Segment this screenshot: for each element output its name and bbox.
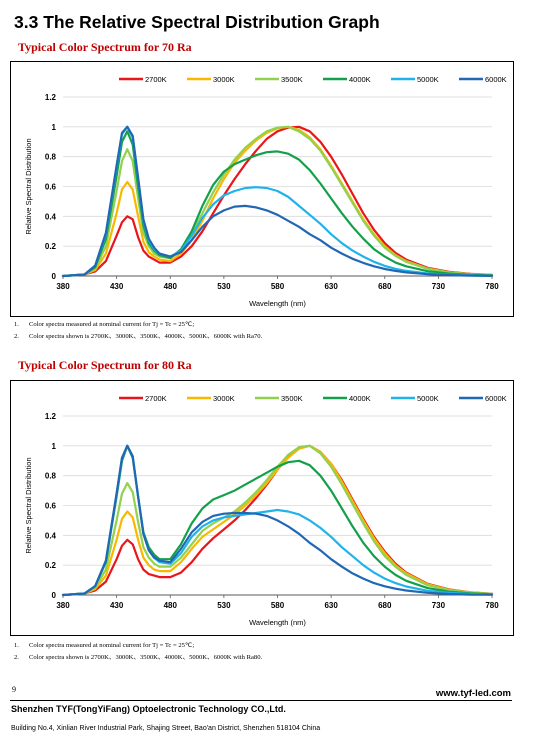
y-tick-label: 0.8: [45, 472, 57, 481]
x-tick-label: 680: [378, 601, 392, 610]
y-axis-title: Relative Spectral Distribution: [24, 457, 33, 553]
x-tick-label: 730: [432, 601, 446, 610]
note-number: 1.: [14, 642, 19, 649]
x-tick-label: 780: [485, 601, 499, 610]
x-tick-label: 630: [324, 601, 338, 610]
x-axis-title: Wavelength (nm): [249, 618, 306, 627]
note-number: 2.: [14, 333, 19, 340]
series-line-3500K: [61, 444, 494, 597]
chart-subtitle-ra70: Typical Color Spectrum for 70 Ra: [18, 40, 192, 54]
series-line-2700K: [61, 125, 494, 278]
legend-label: 2700K: [145, 394, 167, 403]
note-text: Color spectra shown is 2700K、3000K、3500K…: [29, 654, 263, 661]
note-text: Color spectra measured at nominal curren…: [29, 321, 195, 328]
y-tick-label: 0: [52, 272, 57, 281]
section-title: 3.3 The Relative Spectral Distribution G…: [14, 12, 380, 32]
x-tick-label: 630: [324, 282, 338, 291]
x-tick-label: 580: [271, 601, 285, 610]
legend-label: 4000K: [349, 394, 371, 403]
note-number: 1.: [14, 321, 19, 328]
x-tick-label: 530: [217, 601, 231, 610]
x-tick-label: 530: [217, 282, 231, 291]
legend-label: 5000K: [417, 394, 439, 403]
y-tick-label: 0.6: [45, 502, 57, 511]
x-tick-label: 730: [432, 282, 446, 291]
y-tick-label: 1.2: [45, 93, 57, 102]
note-text: Color spectra shown is 2700K、3000K、3500K…: [29, 333, 263, 340]
series-line-3000K: [61, 444, 494, 597]
y-tick-label: 0.8: [45, 153, 57, 162]
y-axis-title: Relative Spectral Distribution: [24, 138, 33, 234]
chart-notes-ra80: 1. Color spectra measured at nominal curr…: [14, 640, 262, 664]
x-tick-label: 430: [110, 282, 124, 291]
legend-label: 3500K: [281, 75, 303, 84]
y-tick-label: 0: [52, 591, 57, 600]
y-tick-label: 0.2: [45, 242, 57, 251]
y-tick-label: 1.2: [45, 412, 57, 421]
legend-label: 3000K: [213, 394, 235, 403]
x-axis-title: Wavelength (nm): [249, 299, 306, 308]
chart-frame-ra70: 0 0.2 0.4 0.6 0.8 1 1.2 380 430 480 530 580 630 680 73…: [10, 61, 514, 317]
y-tick-label: 0.4: [45, 531, 57, 540]
page-number: 9: [12, 685, 16, 694]
x-tick-label: 580: [271, 282, 285, 291]
x-tick-label: 380: [56, 601, 70, 610]
series-line-6000K: [61, 125, 494, 278]
legend-label: 4000K: [349, 75, 371, 84]
company-address: Building No.4, Xinlian River Industrial …: [11, 725, 321, 732]
x-tick-label: 430: [110, 601, 124, 610]
legend-label: 6000K: [485, 394, 507, 403]
footer-divider: [10, 700, 512, 702]
chart-subtitle-ra80: Typical Color Spectrum for 80 Ra: [18, 358, 192, 372]
y-tick-label: 0.4: [45, 212, 57, 221]
series-line-3500K: [61, 125, 494, 278]
x-tick-label: 480: [164, 282, 178, 291]
y-tick-label: 0.6: [45, 183, 57, 192]
note-number: 2.: [14, 654, 19, 661]
legend-label: 6000K: [485, 75, 507, 84]
series-line-4000K: [61, 130, 494, 278]
chart-notes-ra70: 1. Color spectra measured at nominal curr…: [14, 319, 262, 343]
x-tick-label: 480: [164, 601, 178, 610]
y-tick-label: 1: [52, 123, 57, 132]
x-tick-label: 680: [378, 282, 392, 291]
spectrum-chart-ra80: 0 0.2 0.4 0.6 0.8 1 1.2 380 430 480 530 580 630 680 73…: [24, 394, 507, 627]
note-text: Color spectra measured at nominal curren…: [29, 642, 195, 649]
y-tick-label: 0.2: [45, 561, 57, 570]
spectrum-chart-ra70: 0 0.2 0.4 0.6 0.8 1 1.2 380 430 480 530 580 630 680 73…: [24, 75, 507, 308]
series-line-6000K: [61, 444, 494, 597]
legend-label: 2700K: [145, 75, 167, 84]
y-tick-label: 1: [52, 442, 57, 451]
company-name: Shenzhen TYF(TongYiFang) Optoelectronic …: [11, 704, 286, 714]
x-tick-label: 780: [485, 282, 499, 291]
website-link[interactable]: www.tyf-led.com: [435, 688, 511, 699]
x-tick-label: 380: [56, 282, 70, 291]
legend-label: 3500K: [281, 394, 303, 403]
legend-label: 5000K: [417, 75, 439, 84]
chart-frame-ra80: 0 0.2 0.4 0.6 0.8 1 1.2 380 430 480 530 580 630 680 73…: [10, 380, 514, 636]
legend-label: 3000K: [213, 75, 235, 84]
